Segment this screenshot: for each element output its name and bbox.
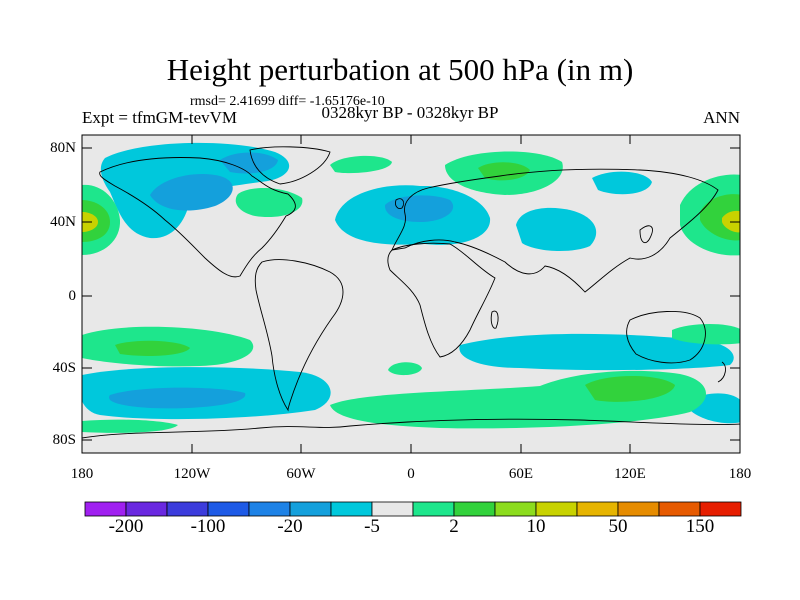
axis-ticks: [81, 135, 741, 453]
neg-anomaly-asia: [516, 207, 597, 252]
coast-british-isles: [395, 198, 405, 209]
pos-core-southern-ocean: [585, 376, 675, 402]
coast-japan: [639, 225, 653, 244]
colorbar-swatch: [84, 501, 127, 517]
colorbar-swatch: [207, 501, 250, 517]
season-label: ANN: [703, 108, 740, 127]
neg-anomaly-siberia: [592, 171, 652, 195]
colorbar-swatch: [289, 501, 332, 517]
coast-new-zealand: [717, 361, 726, 383]
colorbar-label: 150: [685, 516, 715, 537]
colorbar-swatch: [412, 501, 455, 517]
map-title: Height perturbation at 500 hPa (in m): [166, 52, 634, 87]
experiment-label: Expt = tfmGM-tevVM: [82, 108, 238, 127]
neg-anomaly-south-indian: [459, 333, 734, 371]
coast-greenland: [249, 146, 331, 185]
y-tick-label: 0: [68, 288, 77, 304]
colorbar-label: 2: [449, 516, 459, 537]
x-tick-label: 60W: [286, 466, 316, 482]
y-tick-label: 40S: [52, 360, 76, 376]
coast-madagascar: [490, 310, 499, 329]
pos-anomaly-australia: [672, 324, 740, 345]
coast-eurasia: [391, 168, 719, 293]
colorbar-swatch: [125, 501, 168, 517]
colorbar-label: -5: [364, 516, 380, 537]
period-label: 0328kyr BP - 0328kyr BP: [321, 103, 499, 122]
colorbar-swatch: [535, 501, 578, 517]
stats-text: rmsd= 2.41699 diff= -1.65176e-10: [190, 94, 385, 109]
colorbar-swatch: [330, 501, 373, 517]
pos-anomaly-eastern-us: [235, 188, 303, 218]
colorbar-swatch: [617, 501, 660, 517]
neg-core-canada: [150, 174, 233, 211]
colorbar: [84, 501, 742, 517]
y-tick-label: 80N: [50, 140, 76, 156]
colorbar-label: 10: [526, 516, 546, 537]
colorbar-swatch: [699, 501, 742, 517]
x-tick-label: 180: [70, 466, 94, 482]
colorbar-swatch: [371, 501, 414, 517]
colorbar-label: 50: [608, 516, 628, 537]
neg-core-europe: [384, 195, 454, 222]
colorbar-swatch: [453, 501, 496, 517]
colorbar-swatch: [576, 501, 619, 517]
colorbar-label: -100: [190, 516, 226, 537]
coast-south-america: [254, 259, 344, 412]
colorbar-swatch: [166, 501, 209, 517]
neg-core-south-pacific: [109, 387, 246, 409]
colorbar-swatch: [494, 501, 537, 517]
pos-anomaly-south-atlantic: [388, 362, 422, 376]
pos-core-siberia: [478, 162, 530, 181]
colorbar-label: -20: [277, 516, 303, 537]
colorbar-swatch: [658, 501, 701, 517]
coast-north-america: [99, 157, 296, 278]
x-tick-label: 0: [407, 466, 415, 482]
contour-fields: [82, 142, 740, 433]
y-tick-label: 80S: [52, 432, 76, 448]
pos-core-south-pacific: [115, 340, 190, 356]
y-tick-label: 40N: [50, 214, 76, 230]
neg-core-greenland: [220, 152, 278, 174]
pos-anomaly-arctic-atlantic: [330, 155, 392, 174]
x-tick-label: 120E: [614, 466, 646, 482]
x-tick-label: 60E: [508, 466, 534, 482]
coast-antarctica: [82, 418, 740, 439]
pos-anomaly-amundsen: [82, 419, 178, 433]
colorbar-label: -200: [108, 516, 144, 537]
colorbar-swatch: [248, 501, 291, 517]
coastlines: [82, 146, 740, 439]
coast-africa: [387, 242, 496, 358]
x-tick-label: 120W: [173, 466, 211, 482]
x-tick-label: 180: [728, 466, 752, 482]
coast-australia: [626, 310, 706, 364]
